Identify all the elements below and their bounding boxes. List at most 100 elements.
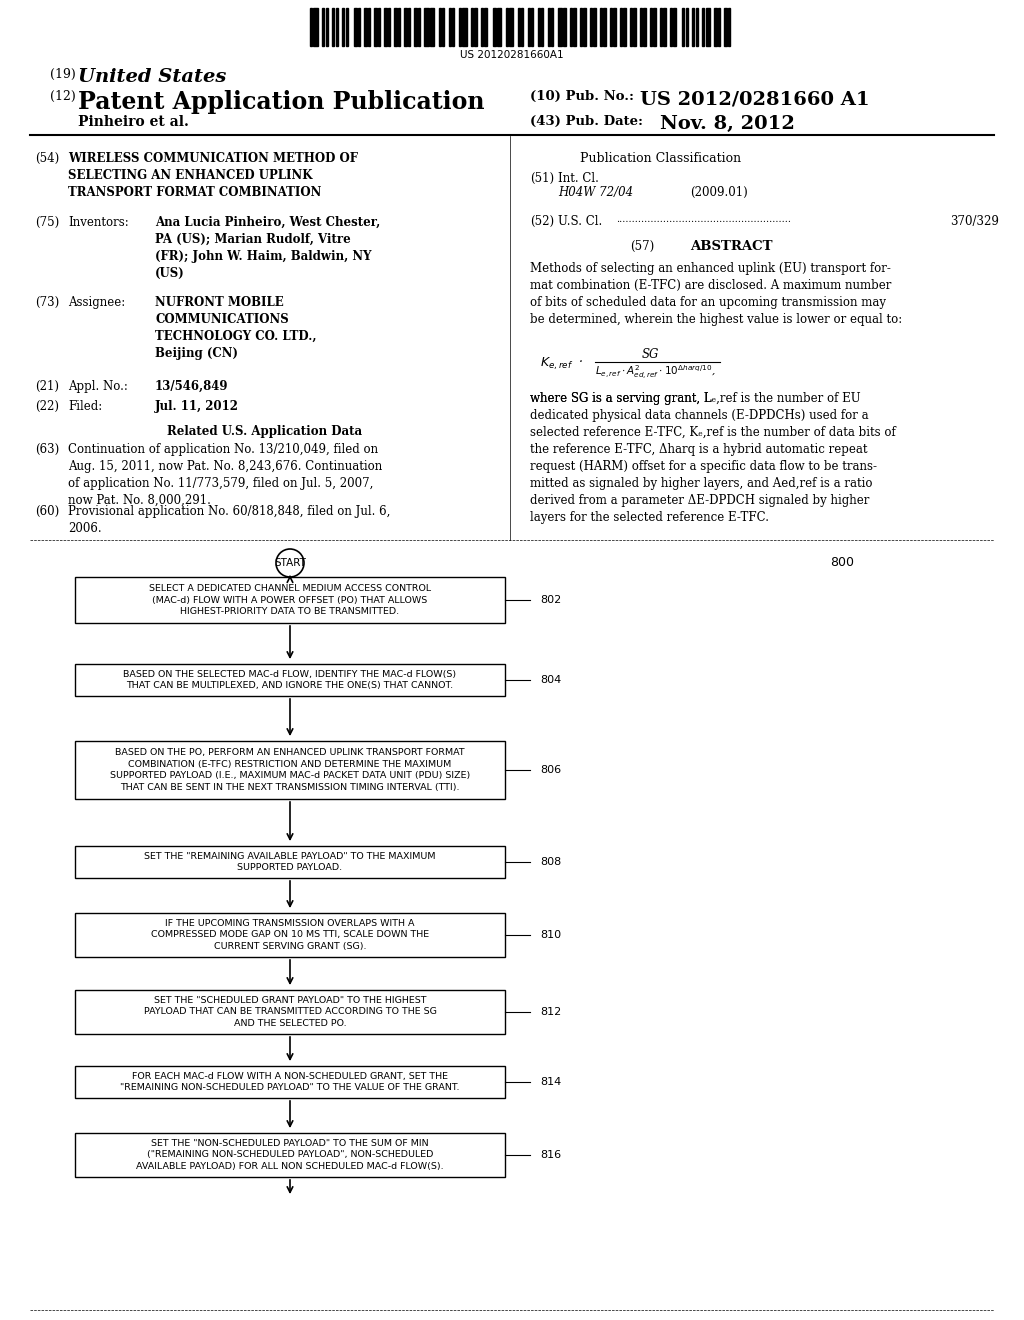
Text: (10) Pub. No.:: (10) Pub. No.: bbox=[530, 90, 634, 103]
Bar bbox=[538, 8, 540, 46]
Bar bbox=[653, 8, 655, 46]
Bar bbox=[313, 8, 317, 46]
Text: 804: 804 bbox=[540, 675, 561, 685]
Bar bbox=[375, 8, 377, 46]
Bar bbox=[442, 8, 444, 46]
Bar bbox=[590, 8, 592, 46]
Bar bbox=[378, 8, 380, 46]
Text: (43) Pub. Date:: (43) Pub. Date: bbox=[530, 115, 643, 128]
Bar bbox=[674, 8, 676, 46]
Text: where SG is a serving grant, L: where SG is a serving grant, L bbox=[530, 392, 712, 405]
Bar bbox=[439, 8, 441, 46]
Text: Appl. No.:: Appl. No.: bbox=[68, 380, 128, 393]
Text: Provisional application No. 60/818,848, filed on Jul. 6,
2006.: Provisional application No. 60/818,848, … bbox=[68, 506, 390, 535]
Text: 808: 808 bbox=[540, 857, 561, 867]
Text: BASED ON THE SELECTED MAC-d FLOW, IDENTIFY THE MAC-d FLOW(S)
THAT CAN BE MULTIPL: BASED ON THE SELECTED MAC-d FLOW, IDENTI… bbox=[124, 669, 457, 690]
Text: (52): (52) bbox=[530, 215, 554, 228]
Bar bbox=[580, 8, 583, 46]
Bar bbox=[404, 8, 407, 46]
Text: SET THE "SCHEDULED GRANT PAYLOAD" TO THE HIGHEST
PAYLOAD THAT CAN BE TRANSMITTED: SET THE "SCHEDULED GRANT PAYLOAD" TO THE… bbox=[143, 997, 436, 1028]
Bar bbox=[728, 8, 730, 46]
Text: (54): (54) bbox=[35, 152, 59, 165]
Bar bbox=[494, 8, 496, 46]
Bar bbox=[551, 8, 553, 46]
Text: SET THE "REMAINING AVAILABLE PAYLOAD" TO THE MAXIMUM
SUPPORTED PAYLOAD.: SET THE "REMAINING AVAILABLE PAYLOAD" TO… bbox=[144, 851, 436, 873]
Text: (75): (75) bbox=[35, 216, 59, 228]
Bar bbox=[323, 8, 325, 46]
Bar bbox=[695, 8, 697, 46]
Bar bbox=[692, 8, 694, 46]
Bar bbox=[584, 8, 586, 46]
Bar bbox=[453, 8, 455, 46]
Text: (63): (63) bbox=[35, 444, 59, 455]
Bar bbox=[365, 8, 367, 46]
Bar bbox=[630, 8, 632, 46]
Bar bbox=[497, 8, 501, 46]
Text: 806: 806 bbox=[540, 766, 561, 775]
Bar bbox=[706, 8, 710, 46]
Bar bbox=[394, 8, 396, 46]
Text: 812: 812 bbox=[540, 1007, 561, 1016]
Text: (2009.01): (2009.01) bbox=[690, 186, 748, 199]
Text: 814: 814 bbox=[540, 1077, 561, 1086]
Bar bbox=[408, 8, 410, 46]
Bar bbox=[345, 8, 348, 46]
Bar bbox=[430, 8, 434, 46]
Bar bbox=[670, 8, 672, 46]
Text: Int. Cl.: Int. Cl. bbox=[558, 172, 599, 185]
Bar bbox=[449, 8, 452, 46]
Text: Nov. 8, 2012: Nov. 8, 2012 bbox=[660, 115, 795, 133]
Bar bbox=[620, 8, 623, 46]
Bar bbox=[415, 8, 417, 46]
Text: (22): (22) bbox=[35, 400, 59, 413]
Bar bbox=[75, 913, 505, 957]
Bar bbox=[332, 8, 335, 46]
Bar bbox=[368, 8, 370, 46]
Bar bbox=[531, 8, 534, 46]
Bar bbox=[718, 8, 720, 46]
Text: FOR EACH MAC-d FLOW WITH A NON-SCHEDULED GRANT, SET THE
"REMAINING NON-SCHEDULED: FOR EACH MAC-d FLOW WITH A NON-SCHEDULED… bbox=[120, 1072, 460, 1092]
Bar bbox=[474, 8, 476, 46]
Bar bbox=[570, 8, 572, 46]
Text: 810: 810 bbox=[540, 931, 561, 940]
Bar bbox=[521, 8, 523, 46]
Text: (19): (19) bbox=[50, 69, 76, 81]
Text: SG: SG bbox=[641, 348, 658, 360]
Circle shape bbox=[276, 549, 304, 577]
Bar bbox=[384, 8, 387, 46]
Text: (21): (21) bbox=[35, 380, 59, 393]
Bar bbox=[527, 8, 530, 46]
Bar bbox=[310, 8, 312, 46]
Bar bbox=[541, 8, 544, 46]
Bar bbox=[682, 8, 684, 46]
Bar bbox=[418, 8, 420, 46]
Bar bbox=[633, 8, 636, 46]
Bar bbox=[484, 8, 486, 46]
Bar bbox=[462, 8, 467, 46]
Text: Methods of selecting an enhanced uplink (EU) transport for-
mat combination (E-T: Methods of selecting an enhanced uplink … bbox=[530, 261, 902, 326]
Bar bbox=[613, 8, 615, 46]
Text: NUFRONT MOBILE
COMMUNICATIONS
TECHNOLOGY CO. LTD.,
Beijing (CN): NUFRONT MOBILE COMMUNICATIONS TECHNOLOGY… bbox=[155, 296, 316, 360]
Text: Related U.S. Application Data: Related U.S. Application Data bbox=[168, 425, 362, 438]
Bar bbox=[650, 8, 652, 46]
Text: Assignee:: Assignee: bbox=[68, 296, 125, 309]
Text: US 20120281660A1: US 20120281660A1 bbox=[460, 50, 564, 59]
Text: Ana Lucia Pinheiro, West Chester,
PA (US); Marian Rudolf, Vitre
(FR); John W. Ha: Ana Lucia Pinheiro, West Chester, PA (US… bbox=[155, 216, 380, 280]
Text: ........................................................: ........................................… bbox=[616, 215, 791, 224]
Bar bbox=[506, 8, 508, 46]
Text: 370/329: 370/329 bbox=[950, 215, 998, 228]
Text: Publication Classification: Publication Classification bbox=[580, 152, 741, 165]
Bar bbox=[326, 8, 328, 46]
Text: Filed:: Filed: bbox=[68, 400, 102, 413]
Bar bbox=[481, 8, 483, 46]
Bar bbox=[702, 8, 705, 46]
Bar bbox=[593, 8, 596, 46]
Text: IF THE UPCOMING TRANSMISSION OVERLAPS WITH A
COMPRESSED MODE GAP ON 10 MS TTI, S: IF THE UPCOMING TRANSMISSION OVERLAPS WI… bbox=[151, 919, 429, 950]
Text: Continuation of application No. 13/210,049, filed on
Aug. 15, 2011, now Pat. No.: Continuation of application No. 13/210,0… bbox=[68, 444, 382, 507]
Bar bbox=[660, 8, 663, 46]
Bar bbox=[75, 846, 505, 878]
Text: SELECT A DEDICATED CHANNEL MEDIUM ACCESS CONTROL
(MAC-d) FLOW WITH A POWER OFFSE: SELECT A DEDICATED CHANNEL MEDIUM ACCESS… bbox=[148, 583, 431, 616]
Bar bbox=[75, 577, 505, 623]
Bar bbox=[600, 8, 602, 46]
Text: 800: 800 bbox=[830, 557, 854, 569]
